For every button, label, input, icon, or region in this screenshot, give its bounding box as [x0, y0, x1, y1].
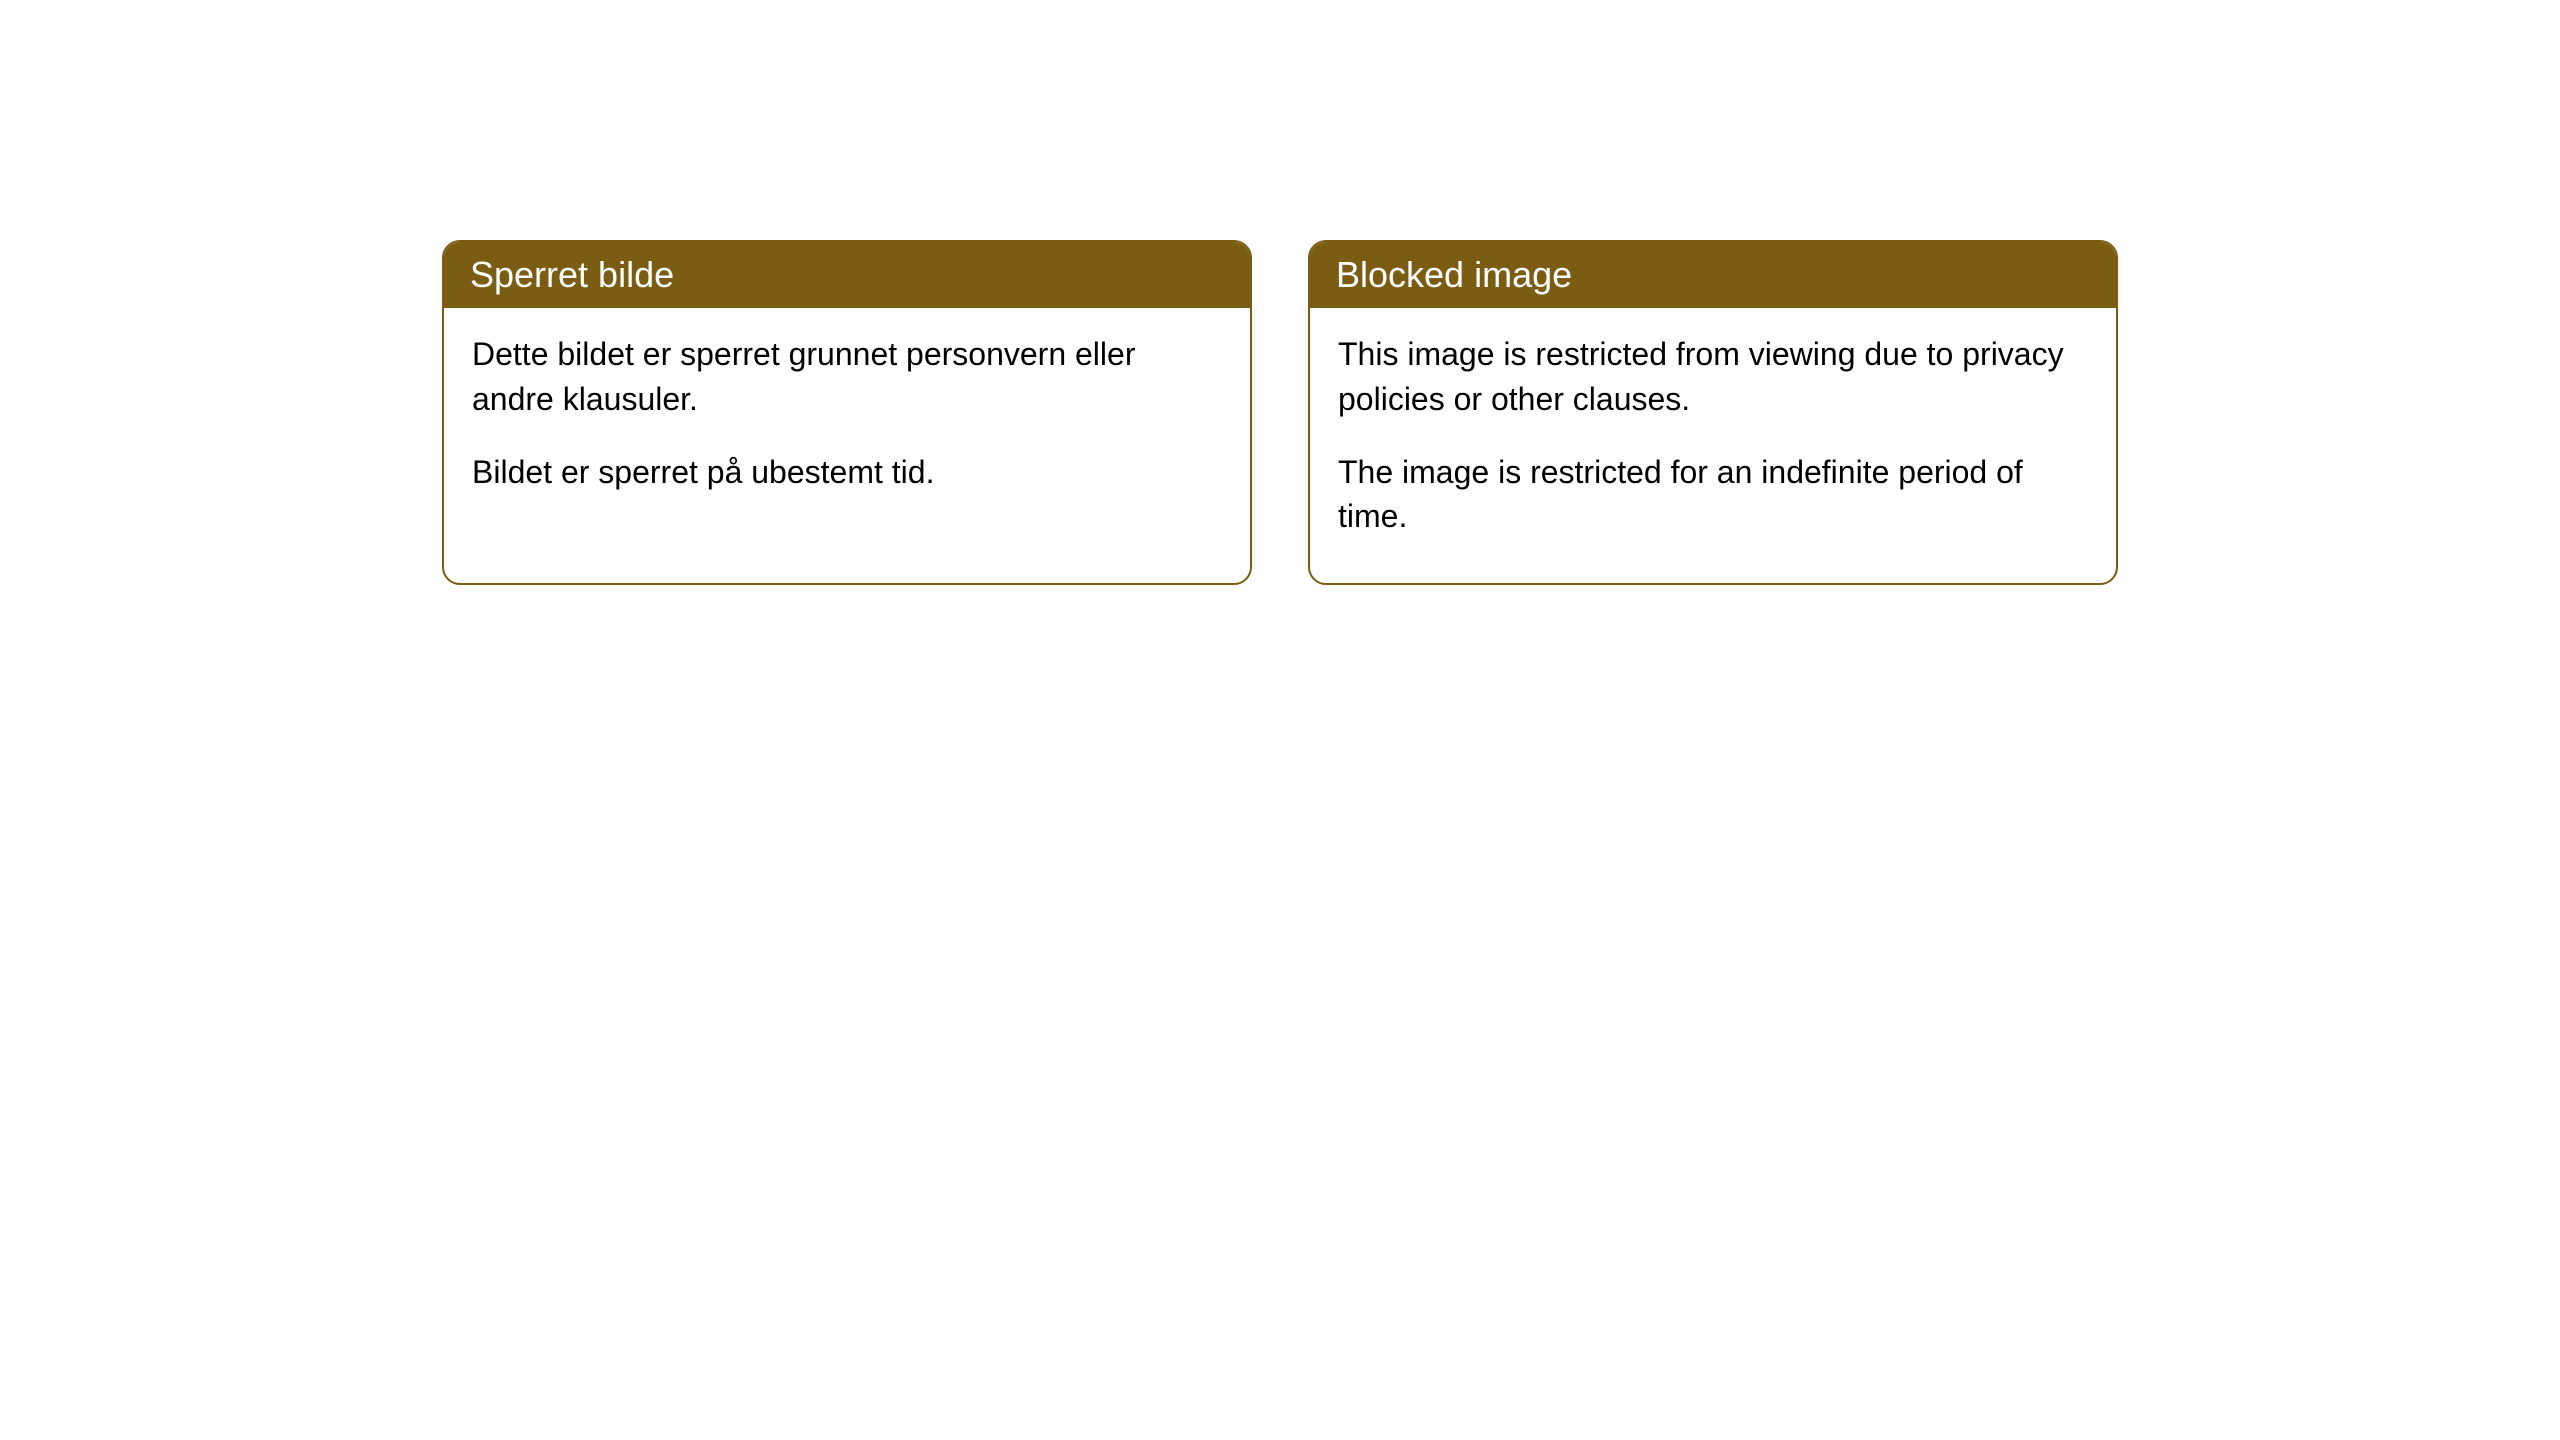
card-paragraph-2-english: The image is restricted for an indefinit…: [1338, 450, 2088, 540]
cards-container: Sperret bilde Dette bildet er sperret gr…: [442, 240, 2118, 1440]
card-paragraph-1-norwegian: Dette bildet er sperret grunnet personve…: [472, 332, 1222, 422]
card-body-norwegian: Dette bildet er sperret grunnet personve…: [444, 308, 1250, 534]
card-english: Blocked image This image is restricted f…: [1308, 240, 2118, 585]
card-norwegian: Sperret bilde Dette bildet er sperret gr…: [442, 240, 1252, 585]
card-paragraph-1-english: This image is restricted from viewing du…: [1338, 332, 2088, 422]
card-header-english: Blocked image: [1310, 242, 2116, 308]
card-body-english: This image is restricted from viewing du…: [1310, 308, 2116, 579]
card-paragraph-2-norwegian: Bildet er sperret på ubestemt tid.: [472, 450, 1222, 495]
card-header-norwegian: Sperret bilde: [444, 242, 1250, 308]
